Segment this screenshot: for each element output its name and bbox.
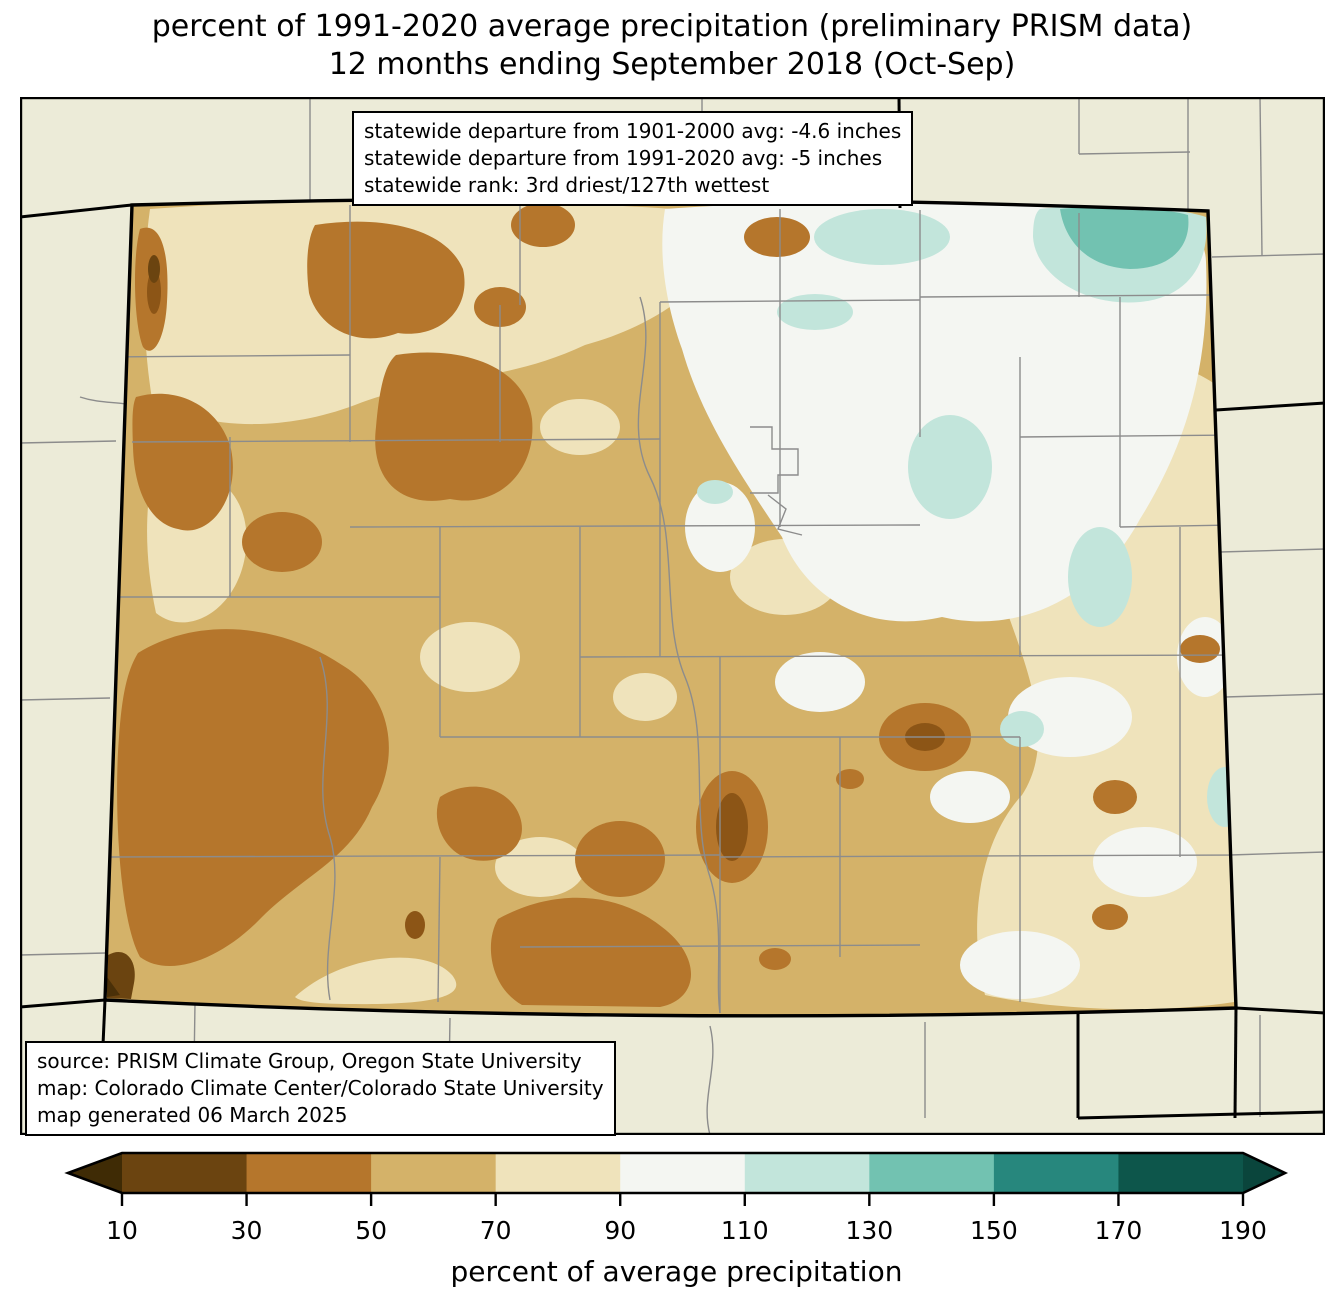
colorbar-tick-label: 190	[1219, 1216, 1267, 1245]
colorbar-segment	[993, 1153, 1120, 1193]
colorbar-segment	[744, 1153, 870, 1193]
source-credit-box: source: PRISM Climate Group, Oregon Stat…	[25, 1041, 616, 1136]
colorado-precipitation-map	[20, 97, 1325, 1135]
colorbar-tick-label: 90	[604, 1216, 636, 1245]
colorbar-segment	[1118, 1153, 1244, 1193]
colorbar-segment	[246, 1153, 372, 1193]
map-axes: statewide departure from 1901-2000 avg: …	[20, 97, 1325, 1136]
precip-shading	[105, 198, 1236, 1016]
colorbar-axis-label: percent of average precipitation	[451, 1255, 903, 1288]
colorbar-tick-label: 150	[970, 1216, 1018, 1245]
figure-title-line2: 12 months ending September 2018 (Oct-Sep…	[328, 47, 1016, 82]
colorbar-extend-left	[68, 1153, 122, 1193]
statewide-stats-box: statewide departure from 1901-2000 avg: …	[352, 111, 914, 206]
colorbar-svg: 10 30 50 70 90 110 130 150 170 190 percent of aver…	[64, 1151, 1289, 1288]
source-line-1: source: PRISM Climate Group, Oregon Stat…	[37, 1049, 582, 1073]
colorbar-segment	[869, 1153, 995, 1193]
colorbar-tick-label: 10	[106, 1216, 138, 1245]
colorbar-extend-right	[1243, 1153, 1285, 1193]
colorbar-tick-label: 110	[721, 1216, 769, 1245]
figure-title-line1: percent of 1991-2020 average precipitati…	[151, 9, 1193, 44]
source-line-2: map: Colorado Climate Center/Colorado St…	[37, 1076, 604, 1100]
figure-title: percent of 1991-2020 average precipitati…	[0, 8, 1344, 84]
colorado-county-lines	[105, 198, 1236, 1014]
stats-line-2: statewide departure from 1991-2020 avg: …	[364, 146, 883, 170]
axes-frame	[20, 97, 1325, 1135]
colorbar-segment	[620, 1153, 746, 1193]
colorbar-tick-label: 70	[480, 1216, 512, 1245]
colorbar-segment	[495, 1153, 621, 1193]
colorbar: 10 30 50 70 90 110 130 150 170 190 percent of aver…	[0, 1145, 1344, 1299]
colorbar-segment	[371, 1153, 497, 1193]
precip-teal-core	[1060, 207, 1189, 269]
source-line-3: map generated 06 March 2025	[37, 1103, 348, 1127]
colorbar-tick-label: 170	[1095, 1216, 1143, 1245]
colorbar-tick-label: 50	[355, 1216, 387, 1245]
stats-line-3: statewide rank: 3rd driest/127th wettest	[364, 173, 770, 197]
colorbar-segment	[122, 1153, 248, 1193]
stats-line-1: statewide departure from 1901-2000 avg: …	[364, 119, 902, 143]
colorbar-tick-label: 130	[845, 1216, 893, 1245]
precip-darkest-corner	[107, 977, 120, 997]
colorbar-tick-label: 30	[231, 1216, 263, 1245]
